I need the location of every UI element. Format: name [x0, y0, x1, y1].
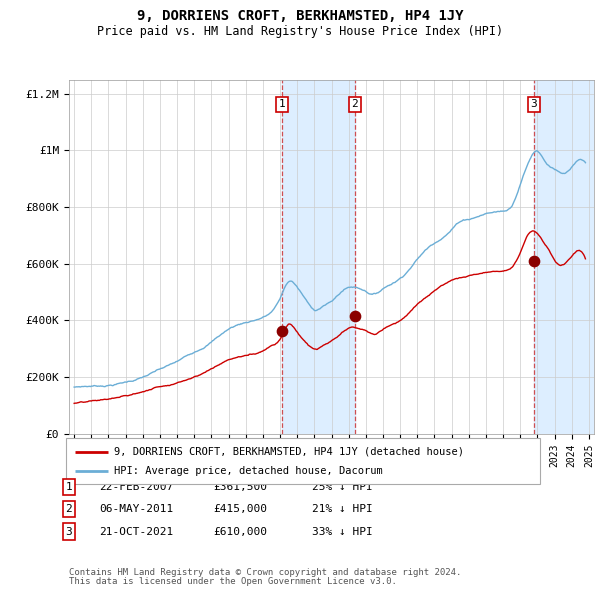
Text: 9, DORRIENS CROFT, BERKHAMSTED, HP4 1JY (detached house): 9, DORRIENS CROFT, BERKHAMSTED, HP4 1JY … [114, 447, 464, 457]
Text: 21-OCT-2021: 21-OCT-2021 [99, 527, 173, 536]
Bar [534, 80, 594, 434]
Bar [282, 80, 355, 434]
Text: 1: 1 [279, 100, 286, 109]
Text: £415,000: £415,000 [213, 504, 267, 514]
Text: This data is licensed under the Open Government Licence v3.0.: This data is licensed under the Open Gov… [69, 578, 397, 586]
Text: Price paid vs. HM Land Registry's House Price Index (HPI): Price paid vs. HM Land Registry's House … [97, 25, 503, 38]
Text: HPI: Average price, detached house, Dacorum: HPI: Average price, detached house, Daco… [114, 466, 383, 476]
Text: 21% ↓ HPI: 21% ↓ HPI [312, 504, 373, 514]
Text: £610,000: £610,000 [213, 527, 267, 536]
Text: 22-FEB-2007: 22-FEB-2007 [99, 482, 173, 491]
Point [350, 312, 359, 321]
Point [529, 256, 539, 266]
Text: £361,500: £361,500 [213, 482, 267, 491]
Text: 1: 1 [65, 482, 73, 491]
Text: 3: 3 [65, 527, 73, 536]
Text: 2: 2 [351, 100, 358, 109]
Text: 25% ↓ HPI: 25% ↓ HPI [312, 482, 373, 491]
Text: 2: 2 [65, 504, 73, 514]
Text: 9, DORRIENS CROFT, BERKHAMSTED, HP4 1JY: 9, DORRIENS CROFT, BERKHAMSTED, HP4 1JY [137, 9, 463, 23]
Text: 3: 3 [530, 100, 538, 109]
Text: Contains HM Land Registry data © Crown copyright and database right 2024.: Contains HM Land Registry data © Crown c… [69, 568, 461, 577]
Text: 33% ↓ HPI: 33% ↓ HPI [312, 527, 373, 536]
Text: 06-MAY-2011: 06-MAY-2011 [99, 504, 173, 514]
Point [277, 326, 287, 336]
